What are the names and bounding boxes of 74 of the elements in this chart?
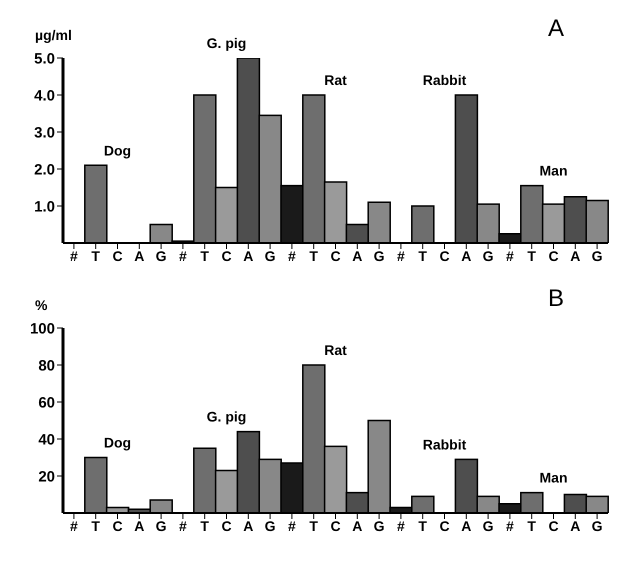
x-tick-label: C	[548, 518, 559, 534]
annotation: Man	[540, 162, 568, 179]
x-tick-label: #	[506, 518, 514, 534]
x-tick-label: G	[374, 518, 385, 534]
annotation: Dog	[104, 434, 132, 450]
x-tick-label: G	[592, 248, 603, 264]
x-tick-label: #	[397, 248, 405, 264]
x-tick-label: G	[156, 518, 167, 534]
x-tick-label: T	[200, 518, 210, 534]
x-tick-label: T	[418, 518, 428, 534]
x-tick-label: G	[156, 248, 167, 264]
x-tick-label: A	[570, 248, 580, 264]
x-tick-label: A	[352, 248, 362, 264]
x-tick-label: A	[243, 518, 254, 534]
x-tick-label: #	[179, 518, 187, 534]
x-tick-label: #	[70, 248, 78, 264]
annotation: Rabbit	[422, 436, 467, 452]
x-tick-label: G	[482, 248, 494, 264]
x-tick-label: G	[374, 248, 385, 264]
x-tick-label: G	[592, 518, 603, 534]
x-tick-label: C	[439, 248, 450, 264]
y-tick-label: 20	[38, 468, 55, 486]
x-tick-label: C	[112, 248, 123, 264]
x-tick-label: C	[439, 518, 450, 534]
y-axis-title: %	[35, 297, 48, 313]
annotation: Rat	[324, 342, 348, 358]
y-tick-label: 40	[38, 431, 55, 448]
x-tick-label: C	[221, 518, 232, 534]
x-tick-label: T	[527, 518, 536, 534]
x-tick-label: C	[548, 248, 559, 264]
x-tick-label: C	[112, 518, 123, 534]
x-tick-label: #	[288, 518, 296, 534]
y-tick-label: 100	[30, 320, 55, 338]
y-tick-label: 4.0	[34, 87, 55, 104]
x-tick-label: T	[527, 248, 536, 264]
y-tick-label: 2.0	[34, 161, 55, 178]
y-tick-label: 1.0	[34, 198, 55, 216]
annotation: Rabbit	[422, 72, 467, 88]
annotation: Man	[540, 470, 568, 486]
y-tick-label: 3.0	[34, 124, 55, 142]
y-tick-label: 60	[38, 394, 55, 412]
x-tick-label: G	[264, 248, 276, 264]
x-tick-label: T	[200, 248, 210, 264]
x-tick-label: T	[91, 248, 100, 264]
annotation: Rat	[324, 72, 348, 88]
x-tick-label: #	[288, 248, 296, 264]
x-tick-label: A	[461, 248, 472, 264]
x-tick-label: A	[134, 248, 144, 264]
x-tick-label: C	[330, 518, 341, 534]
x-tick-label: A	[570, 518, 580, 534]
x-tick-label: G	[264, 518, 276, 534]
x-tick-label: #	[70, 518, 78, 534]
y-axis-title: µg/ml	[35, 27, 72, 43]
x-tick-label: A	[461, 518, 472, 534]
x-tick-label: A	[243, 248, 254, 264]
y-tick-label: 5.0	[34, 50, 55, 68]
x-tick-label: T	[91, 518, 100, 534]
x-tick-label: T	[309, 518, 318, 534]
annotation: G. pig	[206, 408, 246, 425]
x-tick-label: #	[179, 248, 187, 264]
chart-title: A	[548, 15, 564, 42]
x-tick-label: #	[397, 518, 405, 534]
text: G. pig	[206, 35, 246, 51]
x-tick-label: T	[309, 248, 318, 264]
x-tick-label: C	[221, 248, 232, 264]
x-tick-label: T	[418, 248, 428, 264]
x-tick-label: #	[506, 248, 514, 264]
chart-title: B	[548, 285, 564, 312]
x-tick-label: C	[330, 248, 341, 264]
x-tick-label: A	[134, 518, 144, 534]
annotation: Dog	[104, 142, 132, 158]
x-tick-label: A	[352, 518, 362, 534]
x-tick-label: G	[482, 518, 494, 534]
y-tick-label: 80	[38, 357, 55, 374]
